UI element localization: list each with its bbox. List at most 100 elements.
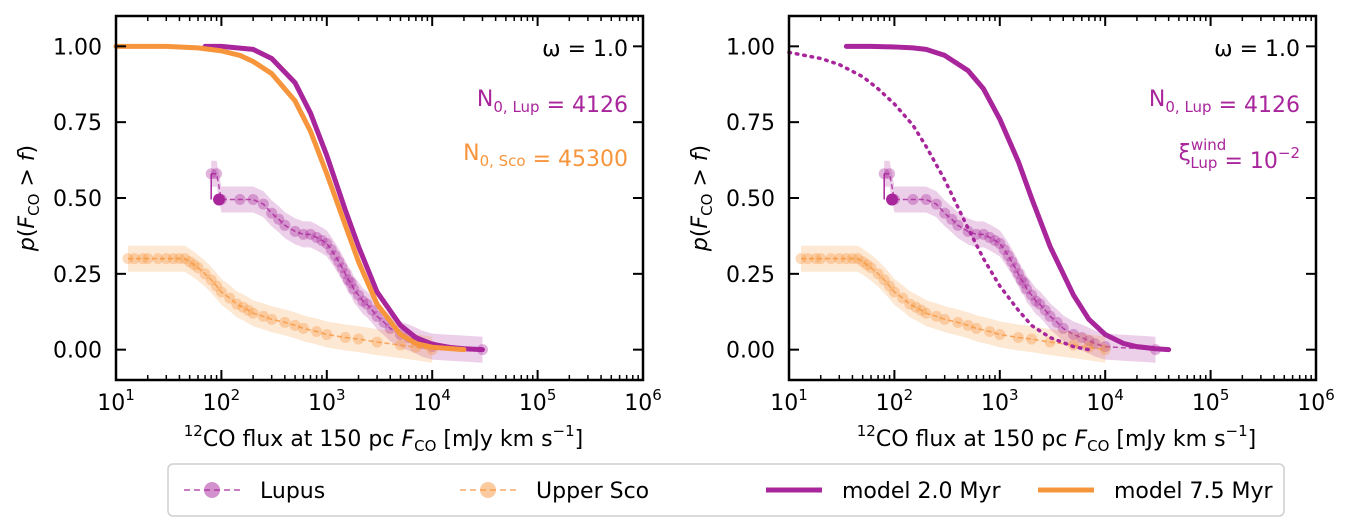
data-point: [366, 304, 378, 316]
data-point: [325, 244, 337, 256]
data-point: [1083, 335, 1095, 347]
data-point: [910, 301, 922, 313]
data-point: [825, 253, 837, 265]
data-point: [311, 231, 323, 243]
data-point: [199, 268, 211, 280]
data-point: [247, 194, 259, 206]
data-point: [213, 193, 226, 206]
data-point: [904, 298, 916, 310]
data-point: [160, 253, 172, 265]
data-point: [884, 280, 896, 292]
annotation: ω = 1.0: [1214, 37, 1300, 62]
data-point: [266, 313, 278, 325]
data-point: [1012, 332, 1024, 344]
y-tick-label: 0.25: [726, 263, 775, 288]
data-point: [1012, 268, 1024, 280]
data-point: [336, 262, 348, 274]
data-point: [247, 307, 259, 319]
data-point: [994, 238, 1006, 249]
data-point: [311, 325, 323, 337]
data-point: [192, 262, 204, 274]
data-point: [257, 198, 269, 210]
data-point: [865, 262, 877, 274]
legend-marker: [480, 482, 496, 498]
x-axis-label: 12CO flux at 150 pc FCO [mJy km s−1]: [857, 422, 1257, 455]
x-tick-label: 102: [203, 386, 241, 416]
data-point: [361, 298, 373, 310]
x-tick-label: 101: [770, 386, 808, 416]
data-point: [907, 194, 919, 206]
data-point: [815, 253, 827, 265]
data-point: [211, 168, 223, 180]
data-point: [946, 213, 958, 225]
data-point: [802, 253, 814, 265]
annotation: N0, Lup = 4126: [1149, 87, 1300, 118]
data-point: [810, 253, 822, 265]
y-tick-label: 0.75: [53, 111, 102, 136]
y-axis-label: p(FCO > f): [688, 145, 716, 252]
data-point: [357, 295, 369, 307]
data-point: [321, 238, 333, 249]
data-point: [977, 228, 989, 240]
annotation: N0, Lup = 4126: [477, 87, 628, 118]
data-point: [1076, 332, 1088, 344]
data-point: [345, 277, 357, 289]
x-tick-label: 104: [413, 386, 451, 416]
data-point: [188, 259, 200, 271]
data-point: [1044, 310, 1056, 322]
y-tick-label: 0.00: [53, 339, 102, 364]
y-tick-label: 1.00: [53, 35, 102, 60]
y-tick-label: 0.50: [53, 187, 102, 212]
data-point: [952, 219, 964, 231]
data-point: [1099, 344, 1111, 356]
data-point: [394, 339, 406, 351]
data-point: [1009, 262, 1021, 274]
data-point: [339, 332, 351, 344]
data-point: [371, 336, 383, 348]
y-axis-label: p(FCO > f): [15, 145, 43, 252]
data-point: [840, 253, 852, 265]
legend-box: [167, 463, 1285, 517]
data-point: [970, 322, 982, 334]
data-point: [939, 313, 951, 325]
data-point: [939, 207, 951, 219]
data-point: [915, 304, 927, 316]
x-tick-label: 106: [624, 386, 662, 416]
legend-label: Upper Sco: [536, 479, 649, 504]
data-point: [852, 253, 864, 265]
data-point: [857, 256, 869, 268]
data-point: [289, 225, 301, 237]
data-point: [795, 253, 807, 265]
x-tick-label: 101: [97, 386, 135, 416]
data-point: [984, 231, 996, 243]
y-tick-label: 0.50: [726, 187, 775, 212]
data-point: [878, 274, 890, 286]
data-point: [279, 316, 291, 328]
model-line-model-7.5-myr: [113, 43, 467, 353]
left-panel: 101 102 103 104 105 106 0.00 0.25 0.50 0.75 1.00 12…: [15, 14, 662, 455]
legend-item: Upper Sco: [460, 479, 649, 504]
data-point: [886, 193, 899, 206]
data-point: [920, 307, 932, 319]
annotation: ω = 1.0: [542, 37, 628, 62]
data-point: [884, 168, 896, 180]
data-point: [329, 250, 341, 262]
model-line-dotted: [787, 50, 1091, 352]
data-point: [353, 289, 365, 301]
x-tick-label: 105: [519, 386, 557, 416]
data-point: [129, 253, 141, 265]
data-point: [861, 259, 873, 271]
series-band-upper-sco: [801, 245, 1106, 363]
data-point: [205, 274, 217, 286]
plot-area: [113, 43, 488, 363]
legend-marker: [204, 482, 220, 498]
data-point: [872, 268, 884, 280]
data-point: [242, 304, 254, 316]
data-point: [1030, 295, 1042, 307]
annotation: ξwind Lup = 10−2: [1179, 136, 1300, 174]
series-line-lupus: [884, 172, 1156, 351]
y-tick-label: 1.00: [726, 35, 775, 60]
data-point: [142, 253, 154, 265]
data-point: [1057, 322, 1069, 334]
